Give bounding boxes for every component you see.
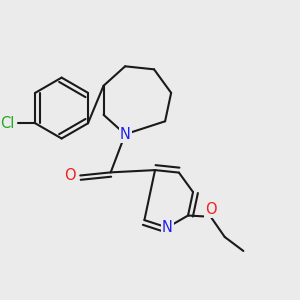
Text: N: N	[162, 220, 173, 235]
Text: N: N	[120, 127, 130, 142]
Text: O: O	[205, 202, 217, 217]
Text: Cl: Cl	[0, 116, 14, 131]
Text: O: O	[64, 168, 76, 183]
